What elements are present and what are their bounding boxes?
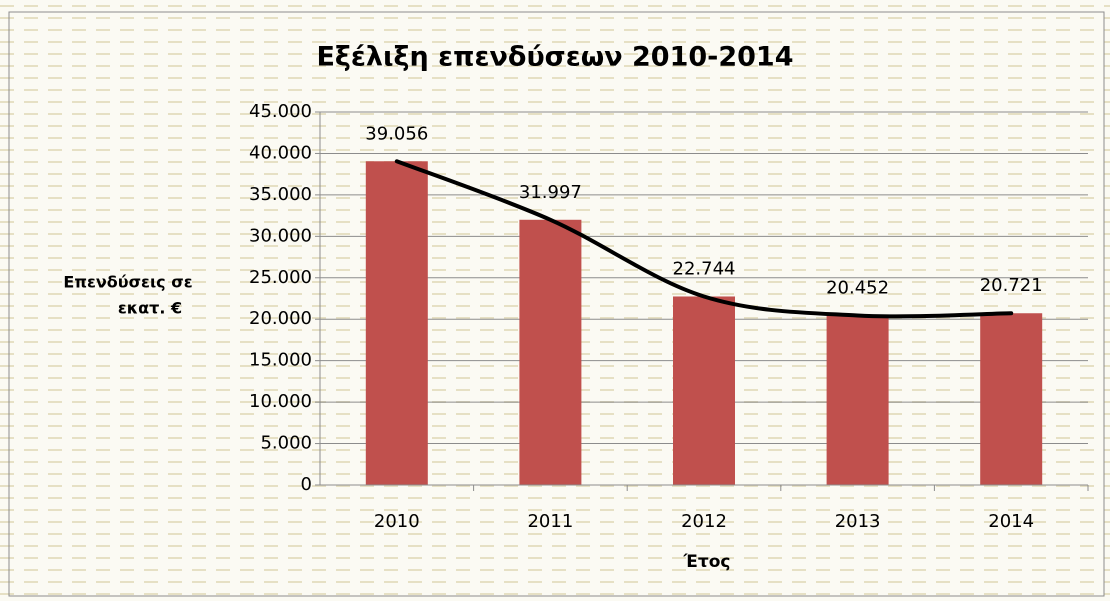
y-tick-label: 45.000	[249, 101, 312, 122]
data-label: 31.997	[519, 182, 582, 203]
y-tick-label: 10.000	[249, 391, 312, 412]
x-tick-label: 2012	[681, 511, 727, 532]
x-tick-label: 2010	[374, 511, 420, 532]
x-tick-label: 2011	[527, 511, 573, 532]
y-axis-label: Επενδύσεις σε	[63, 273, 192, 292]
y-tick-label: 15.000	[249, 350, 312, 371]
y-tick-label: 30.000	[249, 225, 312, 246]
chart-title: Εξέλιξη επενδύσεων 2010-2014	[316, 42, 793, 73]
y-tick-label: 25.000	[249, 267, 312, 288]
bar	[826, 315, 889, 485]
y-tick-label: 35.000	[249, 184, 312, 205]
bar	[365, 161, 428, 485]
bar	[980, 313, 1043, 485]
chart-border	[8, 11, 1105, 597]
data-label: 22.744	[673, 258, 736, 279]
y-axis-label: εκατ. €	[118, 299, 182, 318]
data-label: 39.056	[365, 123, 428, 144]
trend-line	[394, 159, 1014, 319]
x-tick-label: 2014	[988, 511, 1034, 532]
y-tick-label: 0	[301, 474, 312, 495]
data-label: 20.452	[826, 277, 889, 298]
data-label: 20.721	[980, 275, 1043, 296]
x-tick-label: 2013	[835, 511, 881, 532]
bar	[673, 296, 735, 485]
y-tick-label: 20.000	[249, 308, 312, 329]
y-tick-label: 40.000	[249, 142, 312, 163]
x-axis-label: Έτος	[683, 552, 731, 572]
y-tick-label: 5.000	[260, 433, 312, 454]
bar	[519, 219, 582, 485]
